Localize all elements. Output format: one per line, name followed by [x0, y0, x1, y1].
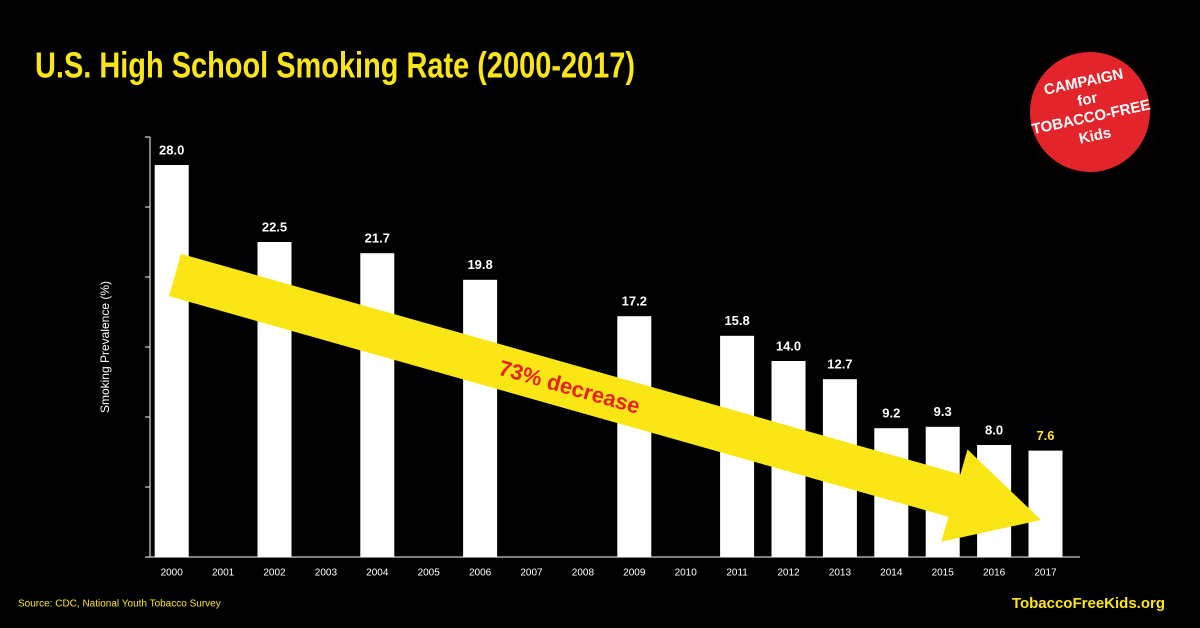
value-label: 17.2: [622, 294, 647, 309]
x-tick-label: 2015: [932, 568, 955, 579]
y-axis-label: Smoking Prevalence (%): [98, 281, 112, 413]
value-label: 22.5: [262, 219, 287, 234]
logo: CAMPAIGN for TOBACCO-FREE Kids: [1030, 52, 1152, 172]
value-label: 19.8: [467, 257, 492, 272]
x-tick-label: 2001: [212, 568, 235, 579]
logo-badge: [1030, 52, 1150, 172]
bar: [154, 165, 189, 557]
x-tick-label: 2005: [418, 568, 441, 579]
x-tick-label: 2016: [983, 568, 1006, 579]
value-label: 12.7: [827, 357, 852, 372]
value-label: 15.8: [724, 313, 749, 328]
x-tick-label: 2003: [315, 568, 338, 579]
x-tick-label: 2009: [623, 568, 646, 579]
value-label: 14.0: [776, 338, 801, 353]
website: TobaccoFreeKids.org: [1012, 595, 1165, 612]
value-label: 21.7: [365, 231, 390, 246]
bar: [360, 253, 395, 557]
x-tick-label: 2014: [880, 568, 903, 579]
value-label: 9.2: [882, 406, 900, 421]
x-tick-label: 2007: [520, 568, 543, 579]
x-tick-label: 2004: [366, 568, 389, 579]
x-tick-label: 2010: [675, 568, 698, 579]
value-label: 7.6: [1036, 428, 1054, 443]
logo-text: Kids: [1077, 124, 1112, 147]
chart-title: U.S. High School Smoking Rate (2000-2017…: [35, 45, 635, 86]
bar: [463, 279, 498, 557]
bar: [617, 316, 652, 557]
x-tick-label: 2006: [469, 568, 492, 579]
arrow: [169, 253, 1041, 542]
value-label: 8.0: [985, 422, 1003, 437]
value-label: 28.0: [159, 142, 184, 157]
x-tick-label: 2011: [726, 568, 748, 579]
logo-text: for: [1076, 89, 1099, 110]
value-label: 9.3: [934, 404, 952, 419]
x-tick-label: 2002: [263, 568, 286, 579]
x-tick-label: 2013: [829, 568, 852, 579]
x-tick-label: 2000: [161, 568, 184, 579]
source: Source: CDC, National Youth Tobacco Surv…: [18, 599, 221, 610]
bar: [1028, 450, 1063, 557]
x-tick-label: 2008: [572, 568, 595, 579]
x-tick-label: 2017: [1034, 568, 1057, 579]
x-tick-label: 2012: [777, 568, 800, 579]
